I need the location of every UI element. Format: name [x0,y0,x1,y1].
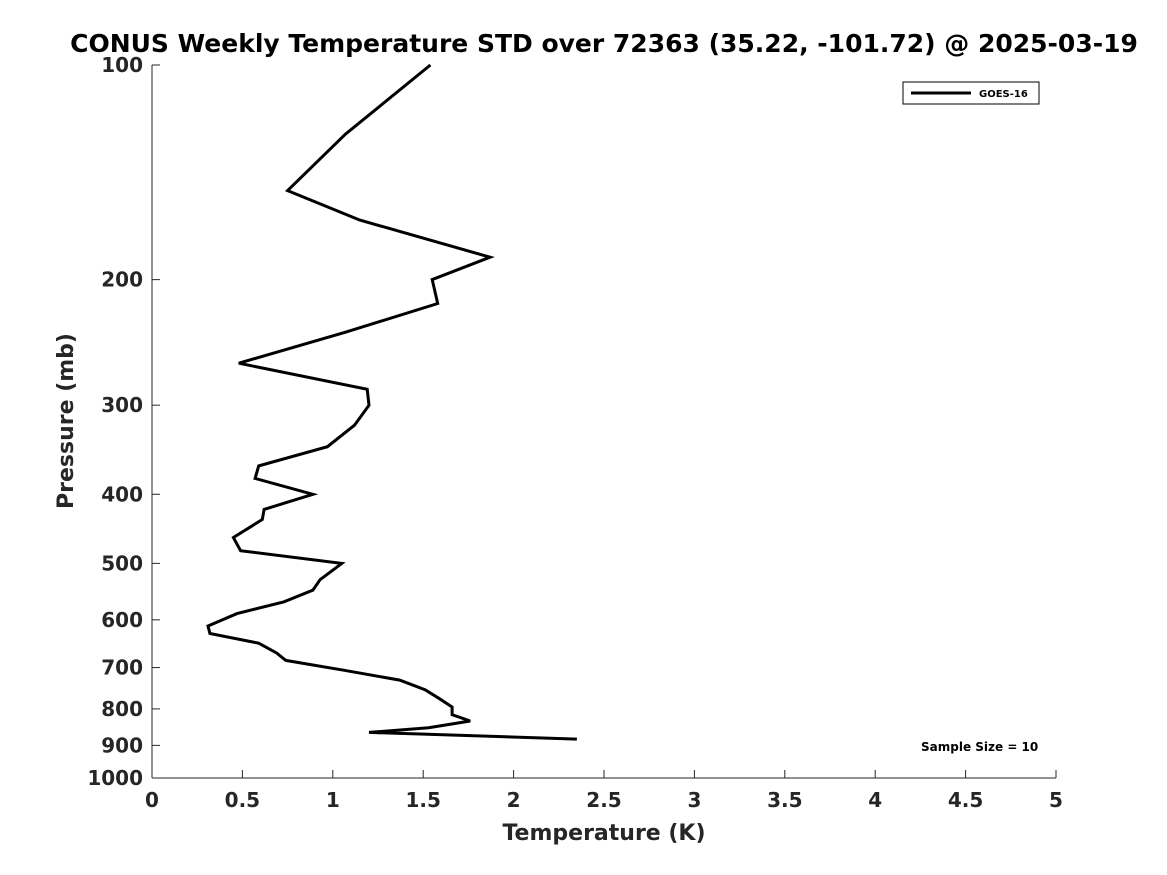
y-axis-label: Pressure (mb) [54,333,79,509]
y-tick-label: 800 [101,697,143,721]
x-tick-label: 3 [687,788,701,812]
legend-label-goes-16: GOES-16 [979,89,1028,100]
chart-title: CONUS Weekly Temperature STD over 72363 … [70,29,1138,58]
x-tick-label: 4.5 [948,788,983,812]
x-tick-label: 0.5 [225,788,260,812]
plot-area [152,65,1056,778]
y-tick-label: 100 [101,53,143,77]
y-tick-label: 600 [101,608,143,632]
y-tick-label: 700 [101,656,143,680]
x-tick-label: 5 [1049,788,1063,812]
x-tick-label: 1 [326,788,340,812]
axes: 0 0.5 1 1.5 2 2.5 3 3.5 4 4.5 5 100 200 300 400 500 600 7… [87,53,1063,812]
sample-size-annotation: Sample Size = 10 [921,740,1038,754]
series-line-goes-16 [206,63,577,741]
y-tick-label: 1000 [87,766,143,790]
y-tick-label: 900 [101,733,143,757]
y-tick-label: 200 [101,268,143,292]
x-tick-label: 4 [868,788,882,812]
legend: GOES-16 [902,81,1040,105]
x-tick-label: 0 [145,788,159,812]
series-layer [206,63,577,741]
x-tick-label: 3.5 [767,788,802,812]
x-tick-label: 2.5 [586,788,621,812]
x-axis-label: Temperature (K) [502,821,705,846]
y-tick-label: 400 [101,482,143,506]
x-tick-label: 2 [507,788,521,812]
x-tick-label: 1.5 [405,788,440,812]
y-tick-label: 500 [101,551,143,575]
y-tick-label: 300 [101,393,143,417]
